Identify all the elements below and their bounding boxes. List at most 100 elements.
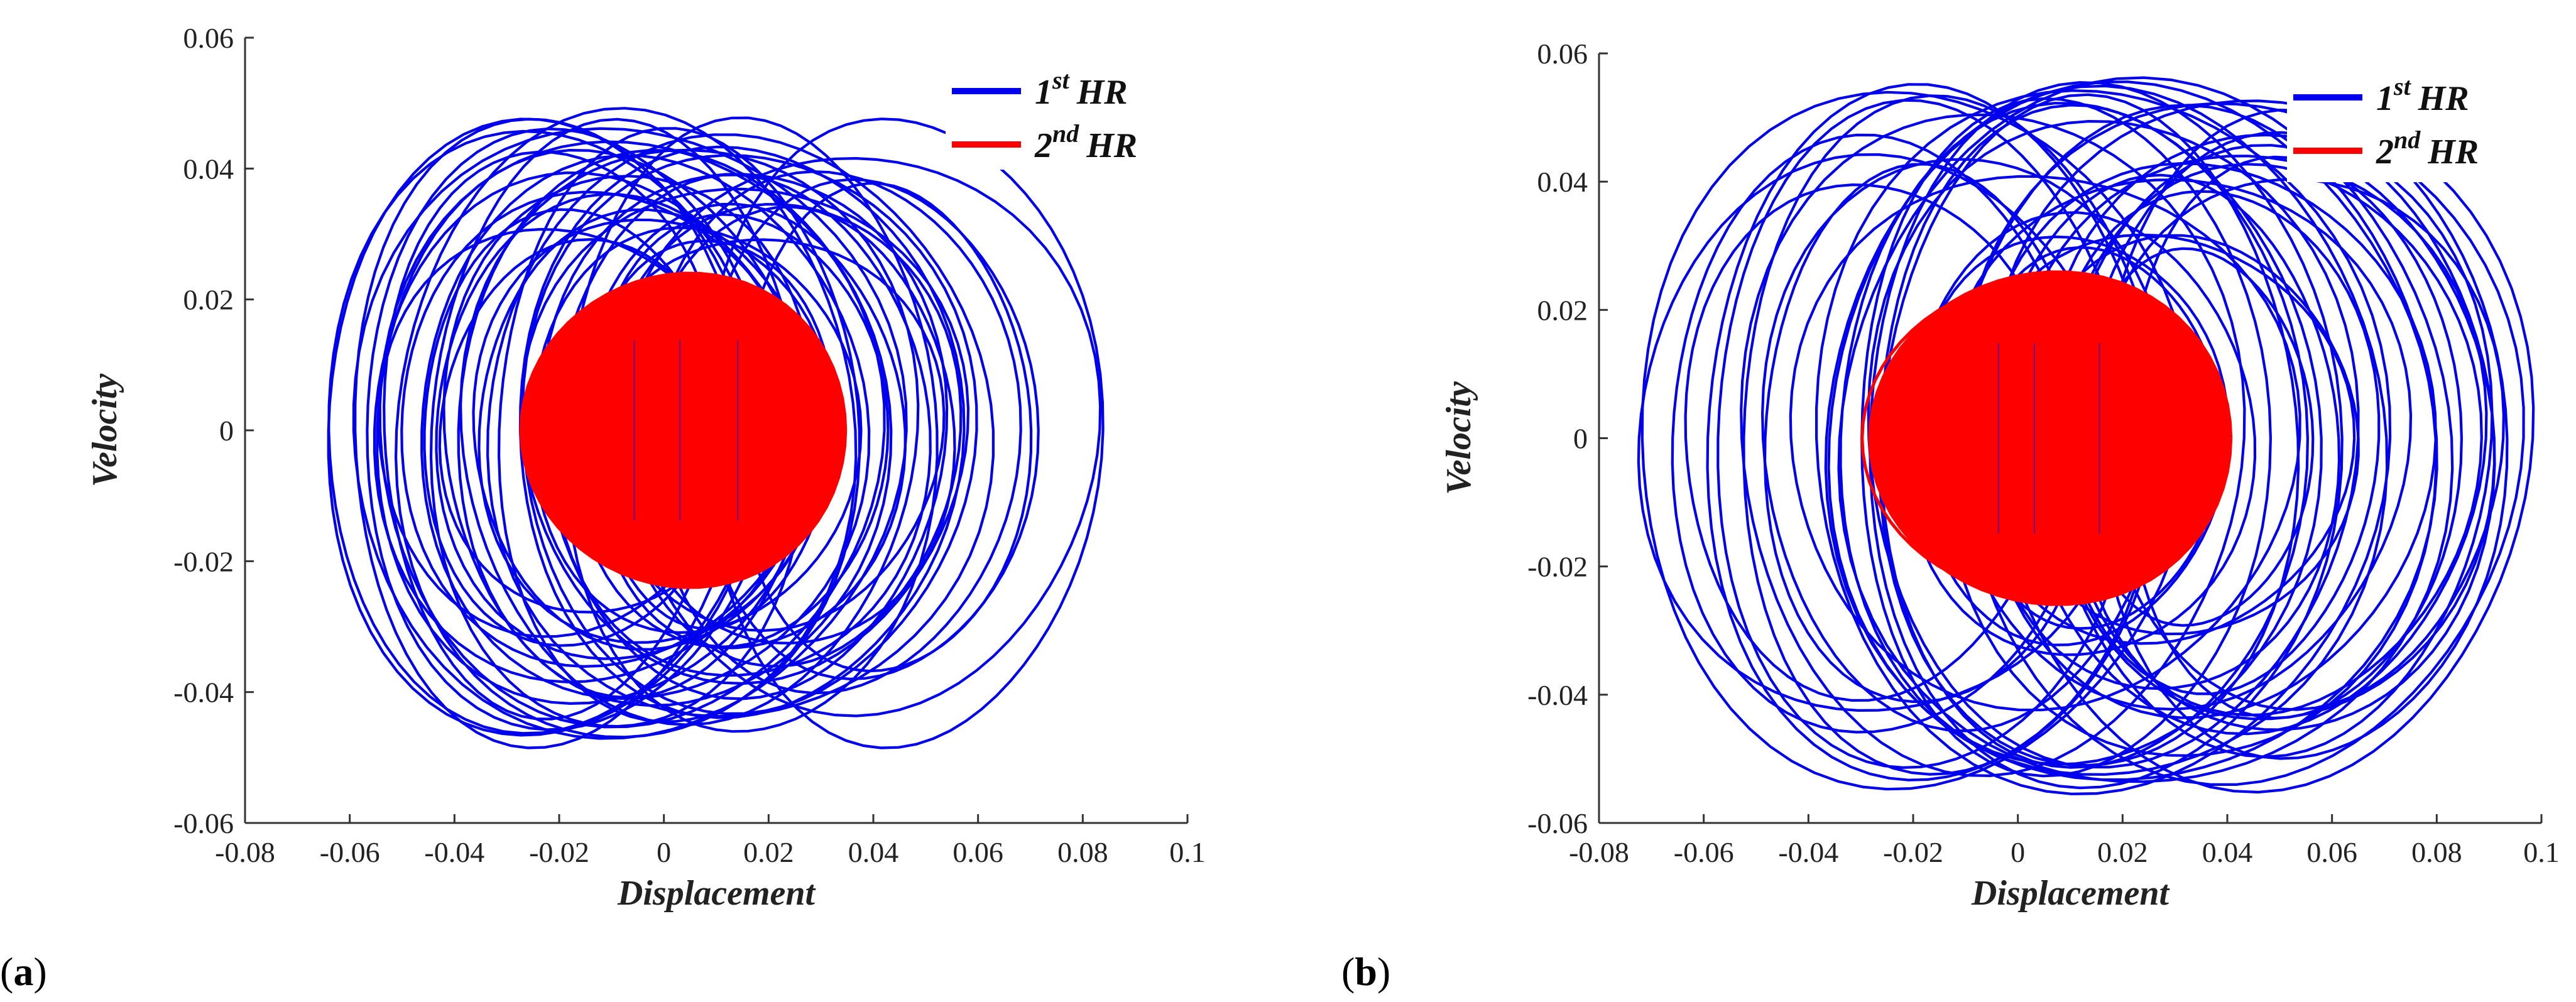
orbit-2nd-hr [615, 359, 763, 502]
y-axis-title: Velocity [1439, 381, 1478, 495]
legend-label-1st-hr: 1st HR [1035, 66, 1128, 112]
orbit-2nd-hr [1987, 395, 2081, 482]
x-tick-label: -0.02 [529, 836, 589, 868]
orbit-2nd-hr [523, 285, 824, 576]
orbit-2nd-hr [1997, 400, 2082, 477]
y-tick-label: -0.06 [173, 807, 234, 839]
orbit-2nd-hr [624, 376, 736, 484]
orbit-2nd-hr [581, 341, 765, 520]
x-tick-label: 0.1 [1169, 836, 1206, 868]
x-tick-label: 0.06 [952, 836, 1003, 868]
orbit-1st-hr [1640, 90, 2195, 791]
orbit-2nd-hr [641, 389, 726, 471]
orbit-1st-hr [394, 107, 858, 739]
plot-area [327, 107, 1105, 749]
orbit-1st-hr [1761, 158, 2172, 732]
orbit-1st-hr [1763, 163, 2095, 704]
orbit-1st-hr [438, 238, 746, 614]
orbit-2nd-hr [530, 293, 813, 567]
orbit-2nd-hr [541, 302, 806, 558]
orbit-2nd-hr [569, 315, 807, 546]
orbit-1st-hr [1827, 84, 2389, 776]
x-tick-label: 0 [2011, 836, 2025, 868]
orbit-2nd-hr [1984, 390, 2087, 486]
panel-label-a: (a) [0, 949, 47, 994]
orbit-2nd-hr [650, 406, 699, 454]
orbit-2nd-hr [667, 421, 687, 440]
x-tick-label: -0.04 [424, 836, 484, 868]
orbit-2nd-hr [1964, 367, 2118, 509]
orbit-1st-hr [376, 149, 811, 705]
legend: 1st HR 2nd HR [2287, 66, 2551, 182]
orbit-1st-hr [1706, 83, 2157, 781]
orbit-2nd-hr [1921, 325, 2166, 551]
orbit-1st-hr [1684, 183, 2059, 702]
y-tick-label: 0 [219, 415, 234, 447]
orbit-2nd-hr [1942, 339, 2156, 537]
x-axis-title: Displacement [1971, 874, 2170, 913]
orbit-1st-hr [1671, 133, 2085, 734]
y-axis-title: Velocity [85, 373, 124, 487]
orbit-2nd-hr [2017, 422, 2050, 454]
x-tick-label: 0.04 [2202, 836, 2253, 868]
orbit-1st-hr [366, 128, 775, 731]
x-tick-label: -0.08 [215, 836, 275, 868]
orbit-1st-hr [442, 175, 816, 699]
orbit-1st-hr [1789, 175, 2301, 712]
orbit-2nd-hr [634, 393, 710, 467]
y-tick-label: -0.04 [1527, 679, 1588, 711]
x-tick-label: -0.02 [1883, 836, 1943, 868]
plot-area [1637, 76, 2535, 795]
y-tick-label: -0.02 [1527, 551, 1588, 583]
x-tick-label: -0.08 [1569, 836, 1629, 868]
orbit-2nd-hr [1990, 381, 2114, 496]
orbit-2nd-hr [560, 319, 789, 542]
y-tick-label: 0.06 [1537, 38, 1588, 70]
y-tick-label: 0.04 [1537, 166, 1588, 198]
orbit-2nd-hr [628, 381, 730, 480]
orbit-1st-hr [457, 148, 893, 707]
y-tick-label: -0.04 [173, 677, 234, 709]
y-tick-label: 0.06 [183, 22, 234, 54]
series-2nd-hr [519, 271, 848, 589]
x-tick-label: 0.08 [1057, 836, 1108, 868]
orbit-2nd-hr [1957, 353, 2141, 523]
orbit-1st-hr [383, 151, 726, 721]
x-tick-label: 0.02 [743, 836, 794, 868]
x-tick-label: 0.06 [2306, 836, 2357, 868]
chart-panel-a: -0.08 -0.06 -0.04 -0.02 0 0.02 0.04 0.06 0.08 0.1… [0, 22, 1206, 994]
orbit-2nd-hr [563, 324, 783, 537]
x-tick-label: 0.1 [2523, 836, 2560, 868]
orbit-2nd-hr [1872, 275, 2227, 602]
orbit-1st-hr [1740, 113, 2246, 778]
orbit-2nd-hr [519, 280, 829, 580]
y-tick-label: 0 [1573, 423, 1588, 455]
orbit-2nd-hr [670, 411, 709, 450]
x-tick-label: -0.06 [1674, 836, 1734, 868]
orbit-1st-hr [429, 117, 806, 728]
legend-label-1st-hr: 1st HR [2376, 72, 2469, 118]
legend: 1st HR 2nd HR [946, 60, 1197, 170]
orbit-2nd-hr [1919, 321, 2173, 555]
orbit-1st-hr [420, 154, 871, 700]
orbit-2nd-hr [1966, 362, 2131, 514]
orbit-1st-hr [1716, 99, 2134, 770]
y-tick-label: 0.04 [183, 153, 234, 185]
y-tick-label: -0.02 [173, 545, 234, 577]
legend-label-2nd-hr: 2nd HR [1034, 119, 1137, 165]
x-axis-title: Displacement [617, 874, 816, 913]
orbit-2nd-hr [533, 298, 807, 563]
y-tick-label: 0.02 [183, 284, 234, 316]
y-tick-label: -0.06 [1527, 807, 1588, 839]
orbit-2nd-hr [1905, 307, 2190, 569]
x-tick-label: -0.04 [1778, 836, 1838, 868]
x-tick-label: -0.06 [320, 836, 380, 868]
legend-box [946, 60, 1197, 170]
legend-label-2nd-hr: 2nd HR [2376, 126, 2479, 172]
panel-label-b: (b) [1341, 949, 1390, 994]
legend-box [2287, 66, 2551, 182]
x-tick-label: 0.08 [2411, 836, 2462, 868]
orbit-1st-hr [423, 208, 730, 647]
orbit-2nd-hr [603, 363, 741, 498]
